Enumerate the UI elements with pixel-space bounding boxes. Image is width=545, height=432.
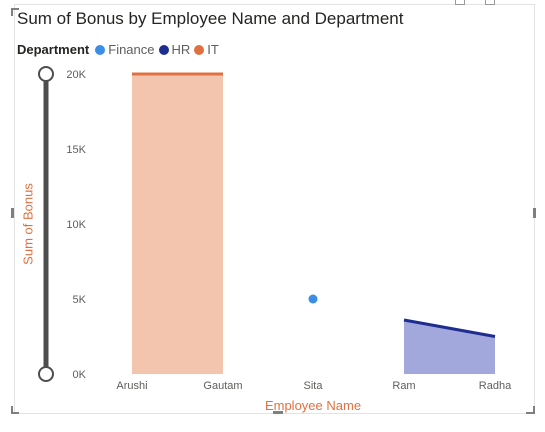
y-tick-label-0: 0K (73, 369, 87, 381)
resize-handle-bottom-left-h[interactable] (11, 412, 19, 414)
legend-item-finance[interactable]: Finance (95, 42, 155, 57)
resize-handle-bottom[interactable] (273, 411, 283, 414)
chart-title: Sum of Bonus by Employee Name and Depart… (17, 9, 404, 28)
legend-item-hr[interactable]: HR (158, 42, 191, 57)
x-tick-label-arushi: Arushi (116, 380, 147, 392)
legend-title: Department (17, 42, 90, 57)
resize-handle-top-left[interactable] (11, 8, 19, 10)
legend-label-hr: HR (171, 42, 191, 57)
legend: Department Finance HR IT (17, 42, 223, 57)
resize-handle-left[interactable] (11, 208, 14, 218)
y-tick-label-2: 10K (66, 219, 86, 231)
x-tick-label-sita: Sita (304, 380, 324, 392)
legend-marker-hr (158, 44, 169, 55)
x-tick-label-radha: Radha (479, 380, 512, 392)
series-line-hr (403, 318, 496, 338)
resize-handle-top-left-v[interactable] (11, 8, 13, 16)
resize-handle-right[interactable] (533, 208, 536, 218)
series-area-it (132, 74, 223, 374)
resize-handle-bottom-right[interactable] (526, 412, 534, 414)
y-range-slider-handle-bottom[interactable] (38, 366, 54, 382)
y-tick-label-3: 15K (66, 144, 86, 156)
legend-label-it: IT (207, 42, 219, 57)
resize-handle-bottom-right-v[interactable] (533, 406, 535, 414)
y-tick-label-4: 20K (66, 69, 86, 81)
x-tick-label-ram: Ram (392, 380, 415, 392)
resize-handle-bottom-left[interactable] (11, 406, 13, 414)
legend-item-it[interactable]: IT (194, 42, 219, 57)
y-range-slider-handle-top[interactable] (38, 66, 54, 82)
x-axis-title: Employee Name (264, 398, 362, 413)
data-point-finance-sita (308, 294, 318, 304)
filter-icon[interactable] (455, 0, 465, 5)
x-tick-label-gautam: Gautam (203, 380, 242, 392)
legend-marker-finance (95, 44, 106, 55)
legend-label-finance: Finance (108, 42, 155, 57)
visual-header-icons (455, 0, 495, 5)
legend-marker-it (194, 44, 205, 55)
focus-mode-icon[interactable] (485, 0, 495, 5)
y-tick-label-1: 5K (73, 294, 87, 306)
